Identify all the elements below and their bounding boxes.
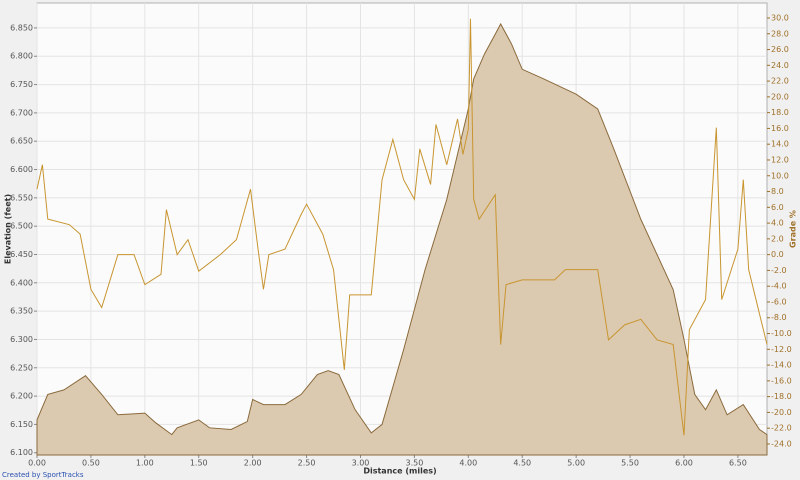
x-tick-label: 0.50 [82, 459, 100, 468]
x-tick-label: 4.00 [459, 459, 477, 468]
y-tick-label: 6.200 [10, 392, 33, 401]
x-tick-label: 2.00 [244, 459, 262, 468]
y2-tick-label: 10.0 [771, 171, 789, 180]
x-tick-label: 0.00 [28, 459, 46, 468]
y2-tick-label: -12.0 [771, 345, 792, 354]
y2-tick-label: 12.0 [771, 155, 789, 164]
x-tick-label: 6.00 [675, 459, 693, 468]
y2-tick-label: 28.0 [771, 29, 789, 38]
y2-tick-label: 14.0 [771, 140, 789, 149]
y-tick-label: 6.800 [10, 52, 33, 61]
y2-tick-label: 8.0 [771, 187, 784, 196]
y-tick-label: 6.100 [10, 448, 33, 457]
grade-line [36, 18, 768, 436]
y2-tick-label: 20.0 [771, 92, 789, 101]
x-tick-label: 2.50 [298, 459, 316, 468]
y2-tick-label: 6.0 [771, 203, 784, 212]
y-tick-label: 6.400 [10, 278, 33, 287]
x-tick-label: 4.50 [513, 459, 531, 468]
y2-tick-label: 22.0 [771, 77, 789, 86]
y-tick-label: 6.250 [10, 363, 33, 372]
y-tick-label: 6.600 [10, 165, 33, 174]
y2-tick-label: 24.0 [771, 61, 789, 70]
y-tick-label: 6.700 [10, 108, 33, 117]
y2-tick-label: -20.0 [771, 408, 792, 417]
y2-tick-label: -22.0 [771, 424, 792, 433]
y2-tick-label: 16.0 [771, 124, 789, 133]
y-tick-label: 6.150 [10, 420, 33, 429]
y-axis-title: Elevation (feet) [4, 194, 13, 264]
y-tick-label: 6.650 [10, 137, 33, 146]
y-tick-label: 6.450 [10, 250, 33, 259]
y2-tick-label: -16.0 [771, 376, 792, 385]
x-tick-label: 1.00 [136, 459, 154, 468]
y-tick-label: 6.500 [10, 222, 33, 231]
y2-tick-label: -2.0 [771, 266, 787, 275]
y2-tick-label: -14.0 [771, 361, 792, 370]
x-tick-label: 6.50 [729, 459, 747, 468]
credit: Created by SportTracks [2, 471, 84, 479]
x-tick-label: 5.50 [621, 459, 639, 468]
y-tick-label: 6.300 [10, 335, 33, 344]
y2-tick-label: 2.0 [771, 234, 784, 243]
x-axis-title: Distance (miles) [363, 467, 436, 476]
y2-tick-label: 18.0 [771, 108, 789, 117]
y2-tick-label: -4.0 [771, 282, 787, 291]
x-tick-label: 5.00 [567, 459, 585, 468]
y2-tick-label: -24.0 [771, 439, 792, 448]
y2-tick-label: -8.0 [771, 313, 787, 322]
y2-tick-label: -6.0 [771, 297, 787, 306]
y2-tick-label: -10.0 [771, 329, 792, 338]
x-tick-label: 1.50 [190, 459, 208, 468]
y-tick-label: 6.350 [10, 307, 33, 316]
y-tick-label: 6.750 [10, 80, 33, 89]
y2-tick-label: 4.0 [771, 219, 784, 228]
x-tick-label: 3.50 [405, 459, 423, 468]
y2-tick-label: 0.0 [771, 250, 784, 259]
y2-tick-label: 30.0 [771, 13, 789, 22]
elevation-area [36, 22, 768, 456]
y2-tick-label: 26.0 [771, 45, 789, 54]
x-tick-label: 3.00 [352, 459, 370, 468]
y2-axis-title: Grade % [789, 210, 798, 248]
y2-tick-label: -18.0 [771, 392, 792, 401]
y-tick-label: 6.850 [10, 23, 33, 32]
y-tick-label: 6.550 [10, 193, 33, 202]
